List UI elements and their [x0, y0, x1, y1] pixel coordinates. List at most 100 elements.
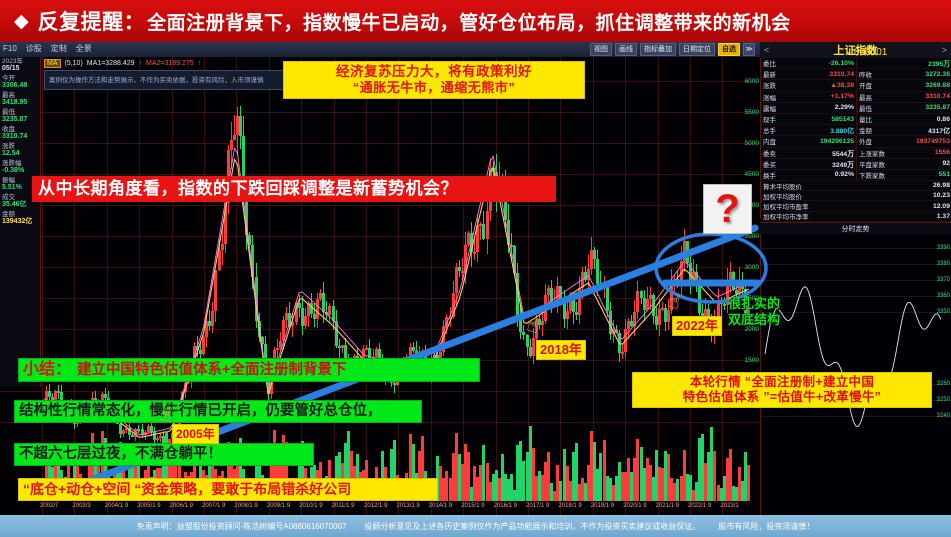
quote-key: 总手 — [763, 128, 776, 136]
candle-body — [51, 396, 55, 400]
ma-badge[interactable]: MA — [44, 59, 61, 68]
footer-item-1: 投顾分析意见及上述各历史案例仅作为产品功能展示和培训，不作为投资买卖建议或收益保… — [364, 521, 701, 531]
candle-wick — [230, 121, 232, 170]
mini-price-label: 3250 — [936, 397, 950, 403]
annotation-summary-lead: 小结： — [23, 361, 72, 378]
annotation-year-2018-label: 2018年 — [540, 342, 582, 357]
mini-price-label: 3380 — [936, 261, 950, 267]
candle-wick — [237, 107, 239, 156]
candle-body — [239, 115, 243, 137]
date-axis-label: 2018/1 9 — [558, 503, 582, 509]
grid-line-h — [0, 112, 760, 113]
quote-value: 193749753 — [915, 137, 950, 145]
info-strip-value: 3306.48 — [2, 82, 28, 89]
toolbar-indicator-overlay-button[interactable]: 指标叠加 — [640, 43, 676, 56]
toolbar-watchlist-button[interactable]: 自选 — [718, 43, 740, 56]
ma2-arrow-icon: ↑ — [197, 60, 202, 67]
candle-wick — [492, 160, 494, 183]
date-axis: 2002/7 2003/3 2004/1 9 2005/1 9 2006/1 9 2007… — [40, 503, 758, 513]
mini-grid-line — [761, 280, 951, 281]
ma-legend: MA (5,10) MA1=3288.429 ↑ MA2=3189.275 ↑ — [44, 59, 201, 68]
quote-row: 震幅 2.29% 最低 3235.87 — [761, 102, 951, 114]
annotation-policy-box: 经济复苏压力大，将有政策利好 “通胀无牛市，通缩无熊市” — [283, 61, 585, 99]
quote-value: 0.86 — [936, 115, 950, 123]
quote-cell: 总手 3.880亿 — [761, 125, 856, 135]
quote-value: ▲38.38 — [830, 81, 854, 89]
annotation-year-2018: 2018年 — [536, 340, 586, 360]
toolbar-item-diagnose[interactable]: 诊股 — [25, 44, 42, 53]
quote-cell: 外盘 193749753 — [856, 136, 951, 147]
ma1-value: MA1=3288.429 — [86, 60, 135, 67]
quote-cell: 昨收 3272.36 — [856, 69, 951, 80]
quote-key: 换手 — [763, 172, 776, 180]
candle — [51, 81, 55, 451]
toolbar-expand-icon[interactable]: ≫ — [743, 43, 755, 56]
annotation-summary-rest: 建立中国特色估值体系+全面注册制背景下 — [77, 362, 347, 378]
info-strip-value: 139432亿 — [2, 218, 33, 225]
info-strip-row: 涨跌幅 -0.38% — [0, 159, 40, 176]
info-strip-key: 金额 — [2, 211, 15, 218]
quote-key: 委卖 — [763, 150, 776, 158]
quote-cell: 委买 3249万 — [761, 159, 856, 169]
annotation-position-text: 不超六七层过夜，不满仓躺平！ — [19, 446, 222, 462]
annotation-double-bottom-line1: 很扎实的 — [728, 296, 781, 311]
info-strip-value: 3235.87 — [2, 116, 28, 123]
symbol-header: < 上证指数 000001 > — [760, 42, 951, 59]
info-strip-value: 3310.74 — [2, 133, 28, 140]
quote-key: 量比 — [859, 117, 872, 125]
quote-row: 最新 3310.74 昨收 3272.36 — [761, 69, 951, 81]
mini-price-label: 3240 — [936, 413, 950, 419]
info-strip-row: 今开 3306.48 — [0, 74, 40, 91]
quote-key: 下跌家数 — [859, 172, 885, 180]
quote-row: 涨幅 +1.17% 最高 3310.74 — [761, 91, 951, 103]
quote-row: 内盘 194296135 外盘 193749753 — [761, 136, 951, 148]
date-axis-label: 2014/1 9 — [428, 503, 453, 509]
toolbar-view-button[interactable]: 视图 — [590, 43, 612, 56]
grid-line-v — [42, 57, 43, 515]
quote-key: 涨跌 — [763, 83, 776, 91]
candle-wick — [224, 192, 226, 253]
quote-wide-row: 加权平均市净率 1.37 — [761, 212, 951, 222]
quote-key: 最低 — [859, 105, 872, 113]
toolbar-date-locate-button[interactable]: 日期定位 — [679, 43, 715, 56]
date-axis-label: 2007/1 9 — [202, 503, 226, 509]
info-strip-row: 金额 139432亿 — [0, 210, 40, 227]
candle — [48, 81, 52, 451]
info-strip-key: 涨跌幅 — [2, 160, 22, 167]
quote-cell: 内盘 194296135 — [761, 136, 856, 147]
mini-price-label: 3360 — [936, 293, 950, 299]
quote-value: +1.17% — [830, 93, 854, 101]
date-axis-label: 2004/1 9 — [104, 503, 129, 509]
date-axis-label: 2015/1 9 — [461, 503, 485, 509]
candle — [236, 81, 240, 451]
date-axis-label: 2017/1 9 — [526, 503, 550, 509]
quote-cell: 委比 -26.10% — [761, 58, 856, 69]
annotation-double-bottom: 很扎实的 双底结构 — [728, 296, 780, 328]
quote-value: 1556 — [934, 149, 950, 157]
candle — [229, 81, 233, 451]
info-strip-row: 成交 35.46亿 — [0, 193, 40, 210]
next-symbol-icon[interactable]: > — [941, 45, 947, 55]
toolbar-left-group: F10 诊股 定制 全景 — [3, 43, 92, 54]
info-strip-value: 3418.95 — [2, 99, 28, 106]
date-axis-label: 2023/1 — [720, 503, 739, 509]
prev-symbol-icon[interactable]: < — [764, 45, 770, 55]
candle-wick — [55, 389, 57, 402]
quote-value: 3235.87 — [925, 104, 950, 112]
toolbar-item-panorama[interactable]: 全景 — [75, 44, 92, 53]
toolbar-draw-button[interactable]: 画线 — [615, 43, 637, 56]
toolbar-item-f10[interactable]: F10 — [3, 44, 17, 53]
quote-cell: 现手 585143 — [761, 114, 856, 125]
mini-price-label: 3350 — [936, 309, 950, 315]
quote-key: 加权平均股价 — [763, 193, 802, 201]
candle — [232, 81, 236, 451]
banner-title: 反复提醒： — [37, 11, 146, 34]
date-axis-label: 2010/1 9 — [299, 503, 323, 509]
quote-value: 194296135 — [819, 137, 854, 145]
quote-key: 加权平均市净率 — [763, 214, 809, 222]
annotation-position-box: 不超六七层过夜，不满仓躺平！ — [14, 443, 314, 466]
footer-item-0: 免责声明：益盟股份投资顾问-陈浩树编号A0880616070007 — [136, 521, 347, 531]
toolbar-item-customize[interactable]: 定制 — [50, 44, 67, 53]
annotation-structure-text: 结构性行情常态化，慢牛行情已开启，仍要管好总仓位， — [19, 403, 382, 419]
ma1-arrow-icon: ↑ — [138, 60, 142, 67]
